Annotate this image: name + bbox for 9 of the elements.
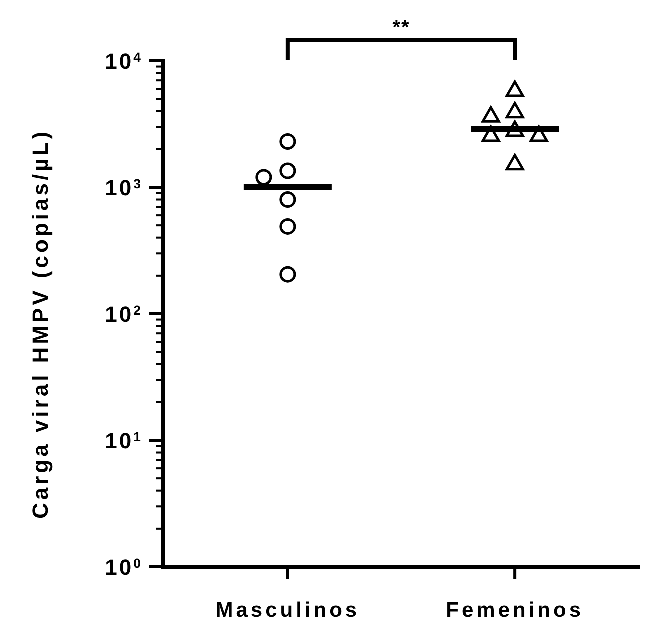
y-axis-title: Carga viral HMPV (copias/µL) — [28, 128, 53, 520]
y-tick-label: 10$^{3}$ — [105, 176, 143, 200]
y-tick-label: 10$^{4}$ — [105, 49, 143, 74]
y-tick-label: 10$^{0}$ — [105, 555, 143, 580]
x-tick-label: Femeninos — [446, 599, 584, 622]
text: ** — [392, 17, 410, 39]
y-tick-label: 10$^{2}$ — [105, 302, 143, 327]
y-tick-label: 10$^{1}$ — [105, 428, 143, 454]
x-tick-label: Masculinos — [216, 599, 360, 622]
